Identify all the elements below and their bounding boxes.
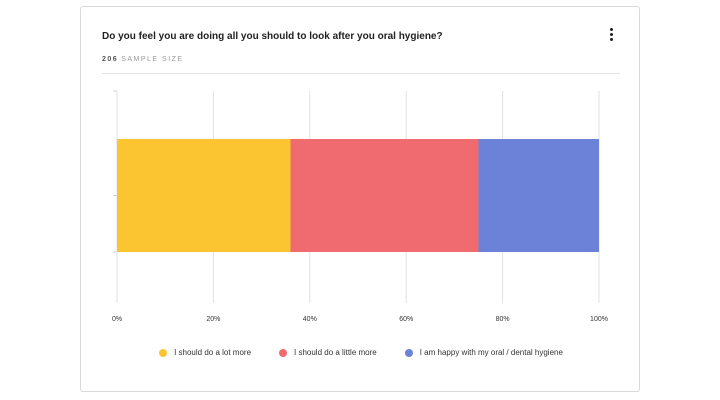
- legend-label: I am happy with my oral / dental hygiene: [419, 348, 563, 357]
- x-tick-label: 40%: [303, 316, 317, 323]
- legend-item: I should do a little more: [279, 348, 377, 357]
- sample-size: 206 SAMPLE SIZE: [102, 56, 184, 63]
- chart-title: Do you feel you are doing all you should…: [102, 31, 443, 42]
- bar-segment: [290, 139, 479, 252]
- legend-item: I should do a lot more: [159, 348, 251, 357]
- legend-label: I should do a lot more: [174, 348, 252, 357]
- bar-segment: [478, 139, 599, 252]
- chart-plot: 0% 20% 40% 60% 80% 100%: [112, 90, 608, 323]
- bar-segment: [117, 139, 291, 252]
- x-tick-label: 20%: [206, 316, 220, 323]
- sample-size-label: SAMPLE SIZE: [121, 56, 184, 63]
- x-tick-label: 80%: [496, 316, 510, 323]
- chart-legend: I should do a lot more I should do a litt…: [81, 348, 641, 357]
- divider: [102, 73, 620, 74]
- legend-swatch: [279, 348, 288, 357]
- x-tick-label: 60%: [399, 316, 413, 323]
- x-tick-label: 100%: [590, 316, 608, 323]
- legend-swatch: [159, 348, 168, 357]
- more-vertical-icon[interactable]: [608, 28, 616, 42]
- legend-item: I am happy with my oral / dental hygiene: [404, 348, 563, 357]
- legend-swatch: [404, 348, 413, 357]
- sample-size-count: 206: [102, 56, 119, 63]
- legend-label: I should do a little more: [294, 348, 377, 357]
- chart-card: Do you feel you are doing all you should…: [80, 6, 640, 392]
- x-tick-label: 0%: [112, 316, 122, 323]
